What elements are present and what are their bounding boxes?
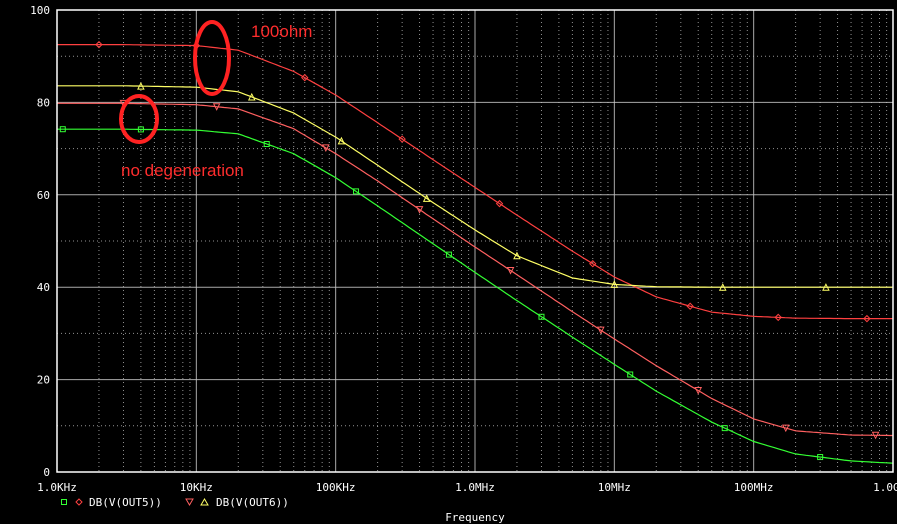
marker-diamond (686, 302, 694, 310)
marker-triangle-up (513, 251, 521, 260)
y-tick-label: 40 (37, 281, 50, 294)
marker-diamond (495, 199, 504, 208)
marker-diamond (774, 313, 782, 322)
marker-triangle-up (610, 280, 619, 288)
x-tick-label: 100MHz (734, 481, 774, 494)
marker-diamond (398, 135, 406, 143)
marker-diamond (301, 73, 309, 82)
legend-label-out5: DB(V(OUT5)) (89, 496, 162, 509)
marker-square (263, 141, 270, 148)
marker-triangle-down (597, 326, 605, 335)
plot-frame (56, 9, 894, 473)
y-tick-label: 60 (37, 189, 50, 202)
legend-marker-triangle-down (185, 498, 194, 506)
x-tick-label: 10MHz (598, 481, 631, 494)
annotation-ellipse-no-degeneration (119, 94, 159, 144)
annotation-ellipses (119, 20, 231, 144)
marker-square (59, 126, 66, 133)
y-tick-label: 80 (37, 96, 50, 109)
marker-square (445, 251, 452, 258)
marker-square (137, 126, 144, 133)
marker-triangle-up (137, 81, 145, 90)
legend-marker-triangle-up (200, 498, 209, 506)
legend-marker-square (61, 499, 67, 505)
legend-label-out6: DB(V(OUT6)) (216, 496, 289, 509)
marker-triangle-up (247, 92, 256, 101)
marker-triangle-up (718, 283, 727, 291)
x-tick-label: 1.0GHz (873, 481, 897, 494)
marker-triangle-down (694, 387, 703, 395)
legend: DB(V(OUT5)) DB(V(OUT6)) (61, 496, 289, 509)
marker-square (721, 425, 728, 432)
series-line-1 (57, 128, 894, 464)
marker-square (538, 313, 545, 320)
marker-square (353, 188, 360, 195)
marker-square (627, 371, 634, 378)
x-tick-label: 10KHz (180, 481, 213, 494)
x-axis-label: Frequency (445, 511, 505, 524)
marker-triangle-down (322, 144, 330, 152)
series-line-4 (57, 85, 893, 288)
marker-diamond (589, 260, 597, 268)
x-tick-label: 1.0KHz (37, 481, 77, 494)
annotation-ellipse-100ohm (193, 20, 231, 96)
marker-triangle-down (212, 103, 221, 111)
tick-labels: 1.0KHz 10KHz 100KHz 1.0MHz 10MHz 100MHz 1.0GHz… (30, 4, 897, 494)
marker-square (817, 454, 824, 461)
marker-triangle-down (871, 431, 880, 440)
marker-triangle-down (415, 206, 424, 214)
y-tick-label: 100 (30, 4, 50, 17)
marker-triangle-down (506, 267, 515, 275)
marker-triangle-up (337, 136, 346, 145)
annotation-no-degeneration: no degeneration (121, 161, 244, 180)
marker-diamond (95, 40, 103, 49)
annotation-100ohm: 100ohm (251, 22, 312, 41)
series-line-3 (57, 102, 893, 437)
grid (57, 10, 893, 472)
marker-triangle-up (422, 194, 431, 202)
x-tick-label: 100KHz (316, 481, 356, 494)
legend-marker-diamond (75, 498, 83, 506)
y-tick-label: 20 (37, 374, 50, 387)
series-group (57, 40, 894, 464)
marker-triangle-up (822, 283, 830, 291)
marker-diamond (863, 314, 871, 323)
marker-triangle-down (781, 424, 790, 433)
x-tick-label: 1.0MHz (455, 481, 495, 494)
y-tick-label: 0 (43, 466, 50, 479)
